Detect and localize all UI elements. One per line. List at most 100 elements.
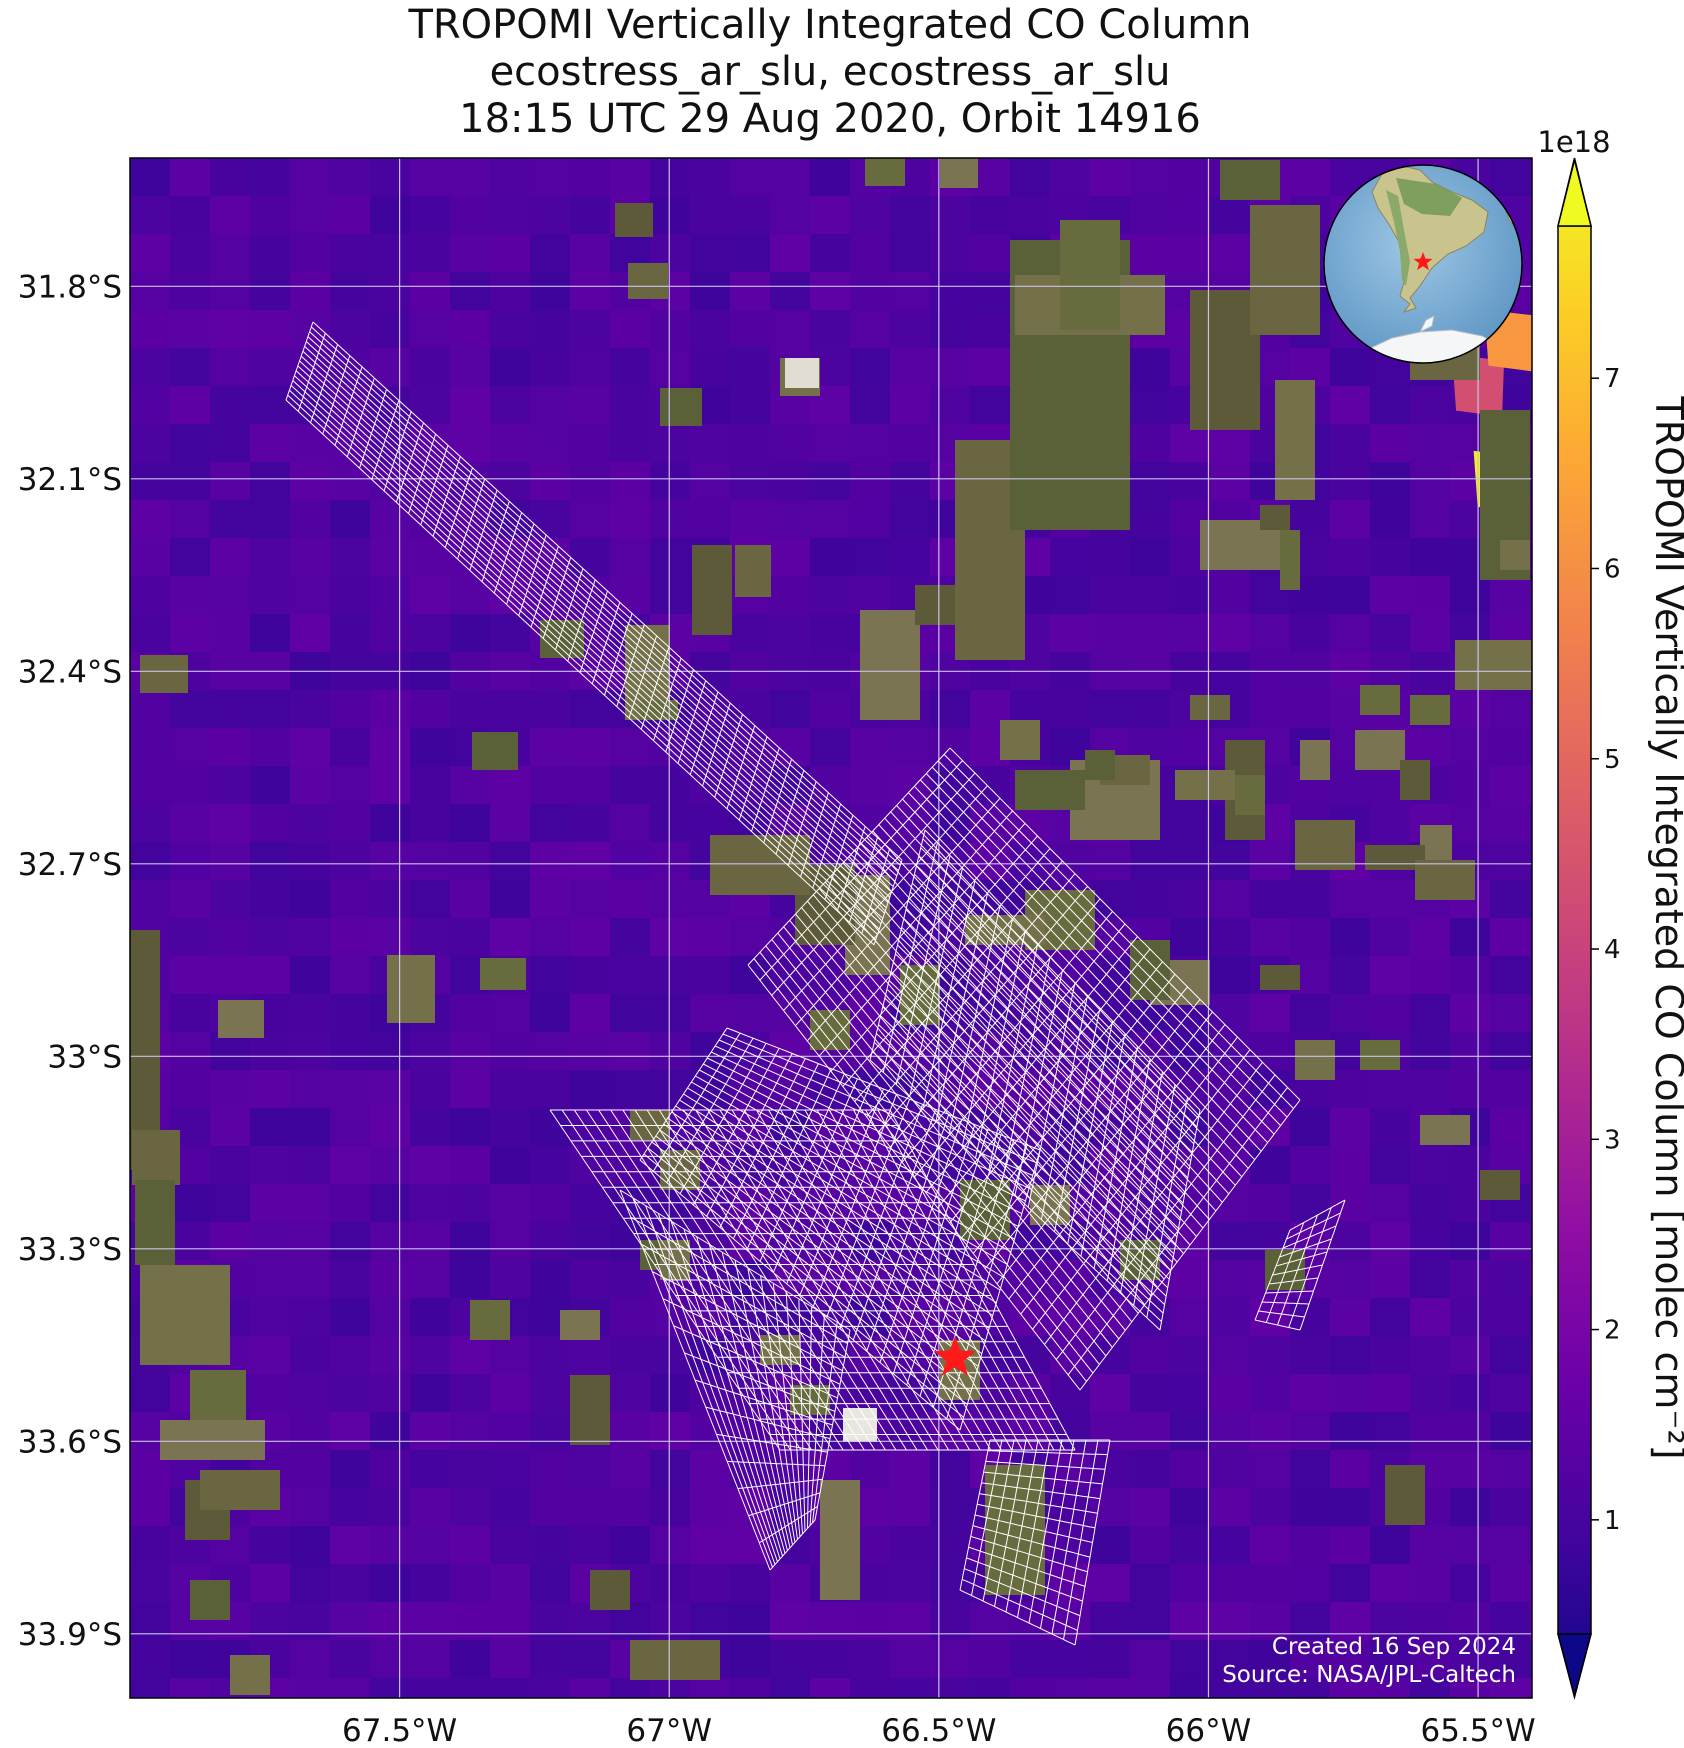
co-cell [330, 1640, 371, 1679]
co-cell [1490, 1564, 1531, 1603]
co-cell [330, 1374, 371, 1413]
co-cell [290, 386, 331, 425]
co-cell [410, 1032, 451, 1071]
co-cell [490, 1488, 531, 1527]
co-cell [410, 1526, 451, 1565]
co-cell [1170, 1526, 1211, 1565]
co-cell [1330, 576, 1371, 615]
co-cell [210, 272, 251, 311]
co-cell [290, 994, 331, 1033]
co-cell [1330, 500, 1371, 539]
co-cell [1530, 1298, 1532, 1337]
imagery-patch [1220, 160, 1280, 200]
co-cell [250, 1374, 291, 1413]
co-cell [410, 1450, 451, 1489]
imagery-patch [628, 263, 668, 299]
co-cell [210, 842, 251, 881]
co-cell [490, 1260, 531, 1299]
co-cell [530, 462, 571, 501]
imagery-patch [218, 1000, 264, 1038]
co-cell [1370, 1298, 1411, 1337]
co-cell [1170, 1374, 1211, 1413]
co-cell [1370, 1374, 1411, 1413]
co-cell [410, 348, 451, 387]
globe-outline [1323, 164, 1523, 364]
co-cell [490, 1412, 531, 1451]
co-cell [970, 842, 1011, 881]
globe-antarctic-peninsula [1418, 315, 1435, 334]
co-cell [1130, 1336, 1171, 1375]
colorbar-body [1557, 157, 1592, 1700]
co-cell [1330, 386, 1371, 425]
co-cell [410, 1374, 451, 1413]
co-cell [1410, 1412, 1451, 1451]
co-cell [1530, 1412, 1532, 1451]
co-cell [650, 310, 691, 349]
co-cell [330, 1564, 371, 1603]
imagery-patch [860, 610, 920, 720]
imagery-patch [590, 1570, 630, 1610]
co-cell [130, 1488, 171, 1527]
co-cell [690, 1526, 731, 1565]
co-cell [1410, 1222, 1451, 1261]
co-cell [1210, 462, 1251, 501]
co-cell [530, 196, 571, 235]
co-cell [370, 1374, 411, 1413]
co-cell [1410, 1374, 1451, 1413]
co-cell [570, 1678, 611, 1698]
co-cell [810, 1640, 851, 1679]
co-cell [1370, 1260, 1411, 1299]
x-tick-label: 67.5°W [342, 1713, 457, 1748]
co-cell [850, 576, 891, 615]
co-cell [130, 690, 171, 729]
colorbar-label: TROPOMI Vertically Integrated CO Column … [1647, 395, 1684, 1459]
co-cell [210, 500, 251, 539]
co-cell [1010, 1298, 1051, 1337]
map-panel[interactable]: Created 16 Sep 2024 Source: NASA/JPL-Cal… [130, 158, 1571, 1717]
co-cell [410, 1070, 451, 1109]
co-cell [890, 538, 931, 577]
co-cell [730, 1564, 771, 1603]
co-cell [1010, 196, 1051, 235]
co-cell [130, 1526, 171, 1565]
co-cell [290, 842, 331, 881]
co-cell [1530, 766, 1532, 805]
co-cell [170, 386, 211, 425]
co-cell [1370, 424, 1411, 463]
co-cell [1170, 1564, 1211, 1603]
co-cell [1330, 1260, 1371, 1299]
co-cell [610, 1488, 651, 1527]
co-cell [370, 766, 411, 805]
co-cell [250, 766, 291, 805]
co-cell [1090, 1640, 1131, 1679]
co-cell [330, 956, 371, 995]
co-cell [1330, 462, 1371, 501]
co-cell [330, 1032, 371, 1071]
co-cell [370, 1526, 411, 1565]
y-tick-label: 31.8°S [18, 269, 122, 305]
co-cell [930, 1526, 971, 1565]
co-cell [170, 500, 211, 539]
co-cell [1450, 1070, 1491, 1109]
co-cell [330, 500, 371, 539]
co-cell [770, 576, 811, 615]
co-cell [890, 1526, 931, 1565]
co-cell [770, 310, 811, 349]
co-cell [1330, 956, 1371, 995]
co-cell [1450, 1450, 1491, 1489]
co-cell [1410, 1564, 1451, 1603]
co-cell [1130, 842, 1171, 881]
co-cell [530, 1222, 571, 1261]
co-cell [930, 272, 971, 311]
co-cell [730, 272, 771, 311]
co-cell [170, 538, 211, 577]
co-cell [290, 766, 331, 805]
co-cell [370, 614, 411, 653]
colorbar-tick-label: 6 [1604, 554, 1621, 584]
co-cell [1290, 1450, 1331, 1489]
co-cell [130, 348, 171, 387]
co-cell [890, 1602, 931, 1641]
co-cell [650, 1032, 691, 1071]
co-cell [290, 576, 331, 615]
co-cell [730, 614, 771, 653]
